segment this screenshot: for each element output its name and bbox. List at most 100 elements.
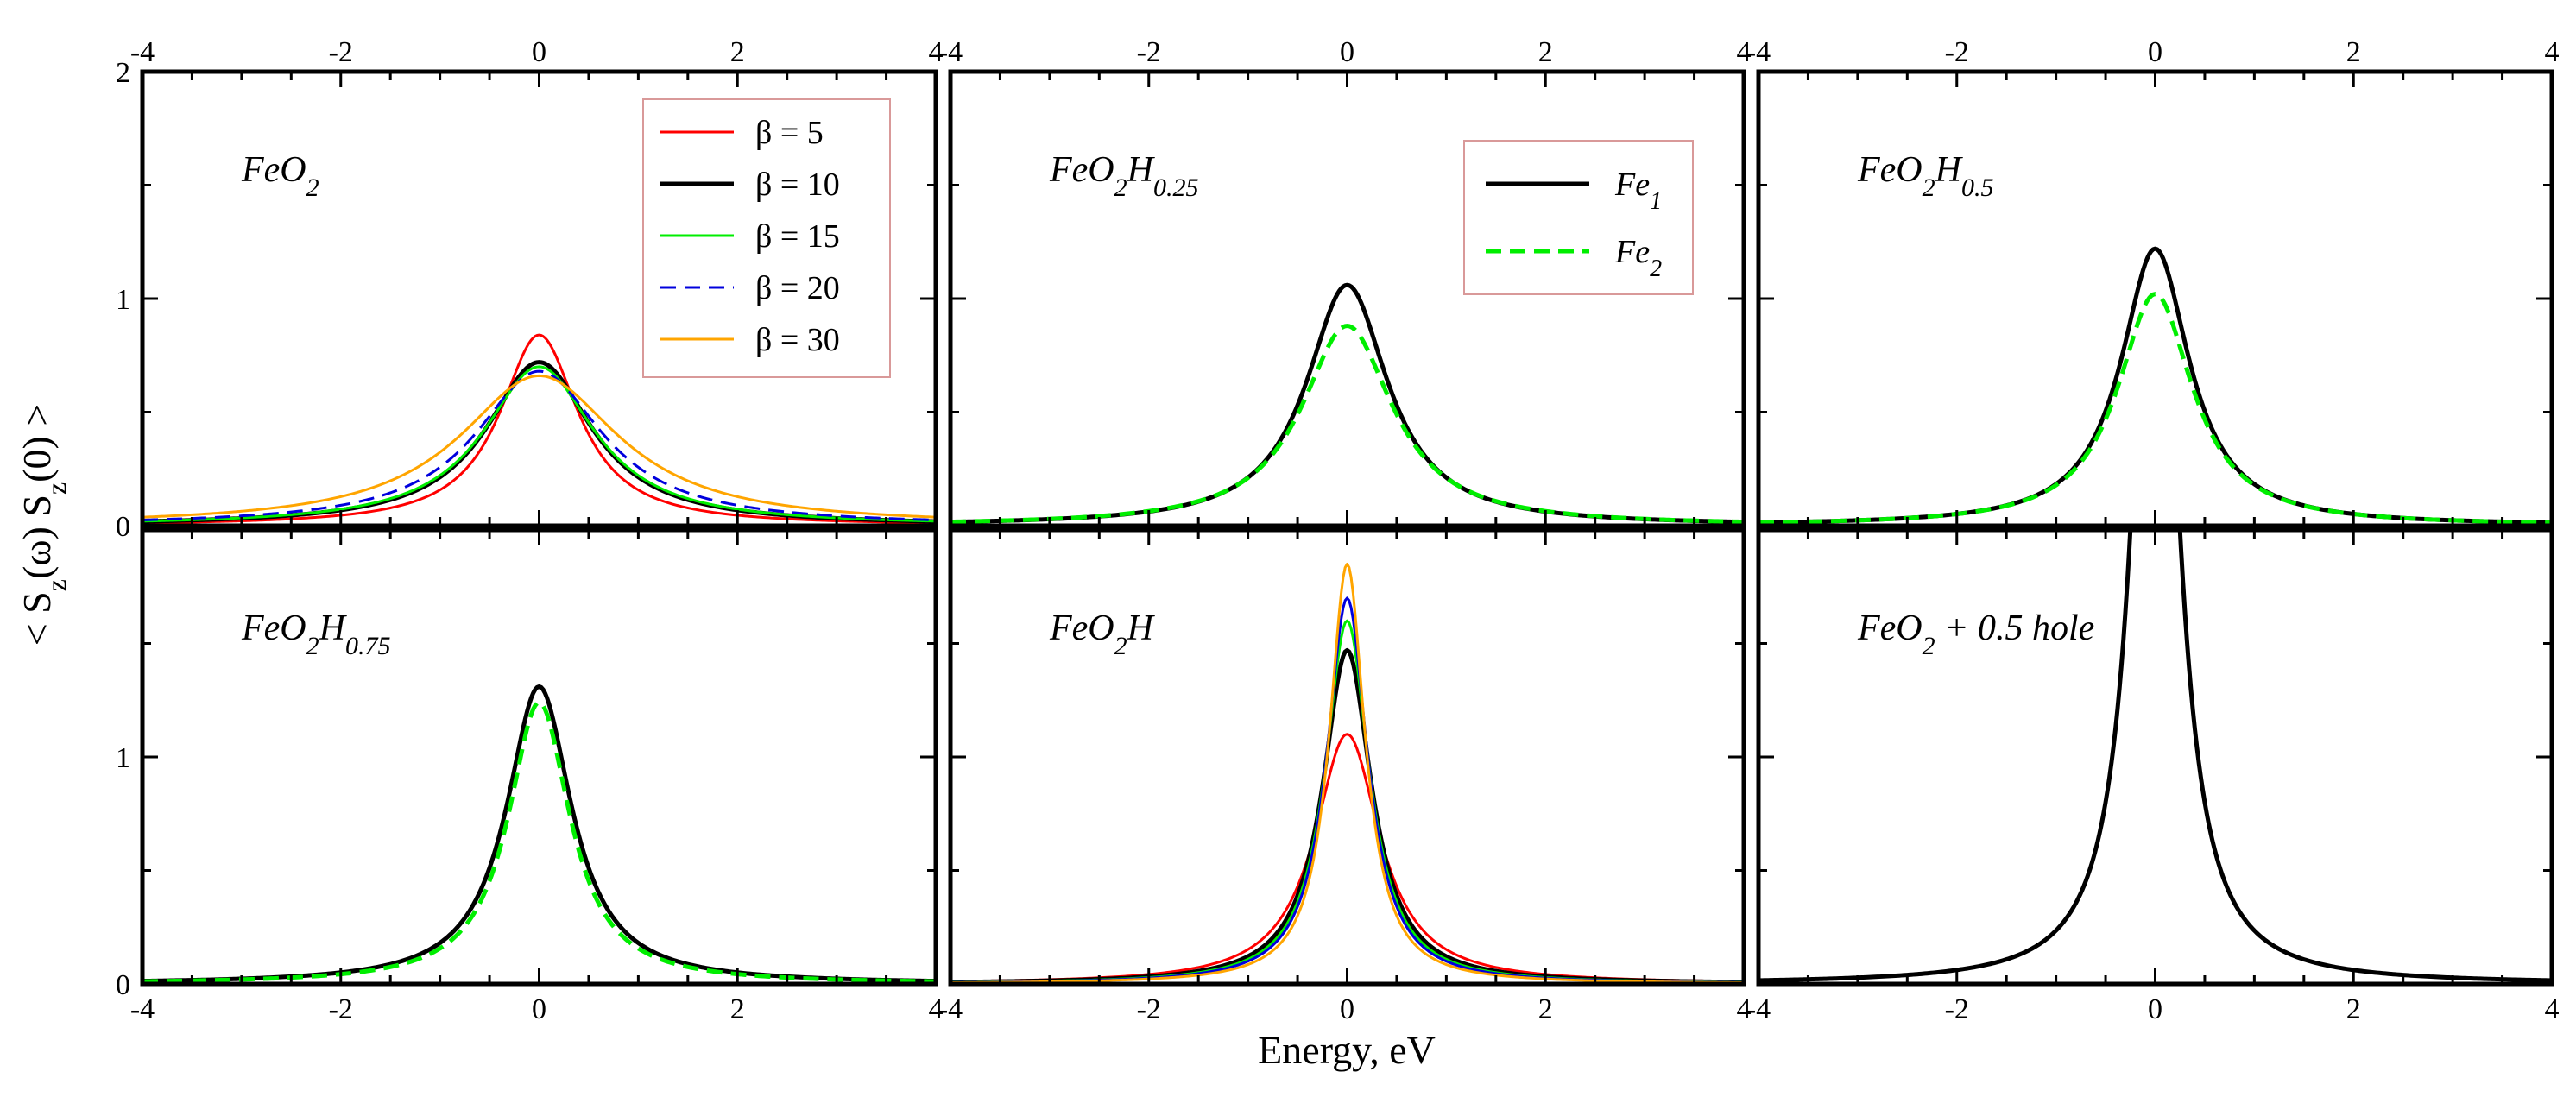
panel-5-curves [950, 562, 1744, 984]
x-tick-label: -4 [130, 993, 155, 1025]
panel-label-part: H [1935, 150, 1964, 190]
y-tick-label: 2 [116, 57, 130, 89]
legend-label-beta30: β = 30 [755, 322, 840, 358]
panel-label-part: H [1127, 150, 1156, 190]
panel-label: FeO2H0.25 [1049, 150, 1198, 202]
series-line-fe2 [1758, 292, 2552, 525]
legend-label-main: Fe [1614, 167, 1650, 203]
panel-3-curves [1758, 246, 2552, 525]
legend-label-beta20: β = 20 [755, 270, 840, 306]
panel-label-part: FeO [241, 608, 306, 648]
x-tick-label: 2 [730, 36, 745, 68]
y-tick-label: 1 [116, 742, 130, 774]
x-tick-label: 0 [532, 993, 546, 1025]
legend-box [1463, 140, 1694, 295]
series-line-fe2 [950, 324, 1744, 525]
panel-6-curves [1758, 530, 2552, 983]
series-line-beta20 [142, 369, 936, 521]
y-tick-label: 0 [116, 511, 130, 543]
x-tick-label: 4 [929, 36, 944, 68]
panel-label: FeO2H0.5 [1857, 150, 1993, 202]
legend-label-main: Fe [1614, 234, 1650, 270]
legend-label-fe1: Fe1 [1614, 167, 1662, 215]
x-axis-title: Energy, eV [1258, 1028, 1436, 1072]
series-line-fe1 [1758, 530, 2552, 983]
legend-label-sub: 1 [1650, 188, 1662, 215]
x-tick-label: -2 [1945, 993, 1969, 1025]
x-tick-label: -2 [1945, 36, 1969, 68]
x-tick-label: -2 [329, 993, 353, 1025]
panel-label-part: 2 [1114, 632, 1127, 660]
panel-label-part: FeO [1857, 150, 1923, 190]
legend-label-sub: 2 [1650, 255, 1662, 282]
y-axis-title-part: < S [15, 591, 59, 646]
x-tick-label: -2 [1137, 36, 1161, 68]
panel-1-curves [142, 333, 936, 525]
series-line-beta5 [142, 333, 936, 525]
panel-3: -4 -2 0 2 4 FeO2H0.5 [1746, 36, 2560, 528]
legend-label-beta10: β = 10 [755, 167, 840, 203]
beta-legend: β = 5 β = 10 β = 15 β = 20 β = 30 [642, 98, 891, 378]
y-axis-title-part: (ω) S [15, 495, 59, 579]
panel-label-part: + 0.5 hole [1935, 608, 2095, 648]
y-axis-title-part: z [41, 482, 72, 495]
panel-label-part: 0.25 [1153, 173, 1199, 202]
panel-2-curves [950, 282, 1744, 525]
series-line-beta30 [142, 374, 936, 519]
legend-label-beta15: β = 15 [755, 218, 840, 255]
panel-label-part: 2 [1114, 173, 1127, 202]
x-tick-label: 4 [1737, 36, 1752, 68]
x-tick-label: 0 [1340, 36, 1354, 68]
panel-label-part: FeO [1049, 150, 1114, 190]
y-tick-label: 0 [116, 969, 130, 1001]
y-axis-title-text: < Sz(ω) Sz(0) > [15, 404, 72, 646]
x-tick-label: -4 [938, 36, 963, 68]
panel-label-part: H [1127, 608, 1156, 648]
panel-label: FeO2 + 0.5 hole [1857, 608, 2094, 660]
series-line-fe2 [142, 700, 936, 984]
x-tick-label: 0 [1340, 993, 1354, 1025]
x-tick-label: 2 [1538, 993, 1553, 1025]
panel-label-part: 2 [1923, 632, 1935, 660]
x-tick-label: -4 [130, 36, 155, 68]
legend-box [642, 98, 891, 378]
x-tick-label: -4 [938, 993, 963, 1025]
x-tick-label: 4 [2545, 36, 2560, 68]
x-tick-label: -2 [1137, 993, 1161, 1025]
y-tick-label: 1 [116, 284, 130, 316]
x-tick-label: -2 [329, 36, 353, 68]
panel-label: FeO2H0.75 [241, 608, 390, 660]
panel-label-part: 0.5 [1961, 173, 1994, 202]
series-line-beta15 [142, 365, 936, 523]
x-tick-label: 0 [532, 36, 546, 68]
x-tick-label: 0 [2148, 36, 2162, 68]
panel-label-part: 2 [1923, 173, 1935, 202]
panel-label-part: 0.75 [345, 632, 391, 660]
x-tick-label: 0 [2148, 993, 2162, 1025]
x-tick-label: 2 [730, 993, 745, 1025]
y-axis-title-part: z [41, 579, 72, 591]
panel-label-part: 2 [306, 173, 319, 202]
panel-label-part: FeO [1857, 608, 1923, 648]
x-tick-label: 4 [929, 993, 944, 1025]
x-tick-label: 2 [2346, 993, 2361, 1025]
panel-label-part: H [319, 608, 348, 648]
panel-label: FeO2H [1049, 608, 1156, 660]
x-tick-label: 2 [1538, 36, 1553, 68]
panel-label-part: 2 [306, 632, 319, 660]
panel-4-curves [142, 684, 936, 984]
y-axis-title: < Sz(ω) Sz(0) > [15, 404, 72, 646]
x-tick-label: -4 [1746, 36, 1771, 68]
panel-label-part: FeO [241, 150, 306, 190]
x-tick-label: 4 [2545, 993, 2560, 1025]
panel-label-part: FeO [1049, 608, 1114, 648]
series-line-beta30 [950, 562, 1744, 984]
